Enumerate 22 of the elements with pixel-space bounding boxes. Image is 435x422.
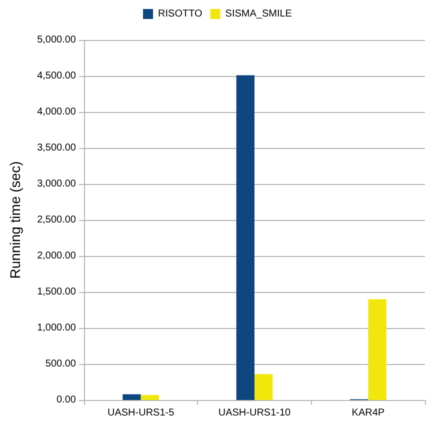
- y-axis-title: Running time (sec): [7, 161, 23, 279]
- x-tick-label: UASH-URS1-5: [107, 408, 175, 418]
- bar: [122, 394, 141, 400]
- bar: [368, 299, 386, 400]
- bar: [254, 374, 273, 400]
- y-tick-label: 0.00: [56, 394, 76, 406]
- y-tick-label: 2,000.00: [37, 250, 76, 262]
- x-tick-label: UASH-URS1-10: [218, 408, 292, 418]
- y-tick-label: 4,500.00: [37, 70, 76, 82]
- y-tick-label: 5,000.00: [37, 34, 76, 46]
- y-tick-label: 2,500.00: [37, 214, 76, 226]
- y-tick-label: 3,500.00: [37, 142, 76, 154]
- legend-label: RISOTTO: [158, 8, 203, 20]
- legend-label: SISMA_SMILE: [225, 8, 292, 20]
- bar: [236, 75, 254, 400]
- x-tick-label: KAR4P: [352, 408, 385, 418]
- y-tick-label: 500.00: [45, 358, 76, 370]
- y-tick-label: 1,000.00: [37, 322, 76, 334]
- y-tick-label: 4,000.00: [37, 106, 76, 118]
- y-tick-label: 1,500.00: [37, 286, 76, 298]
- bar: [140, 394, 160, 400]
- y-tick-label: 3,000.00: [37, 178, 76, 190]
